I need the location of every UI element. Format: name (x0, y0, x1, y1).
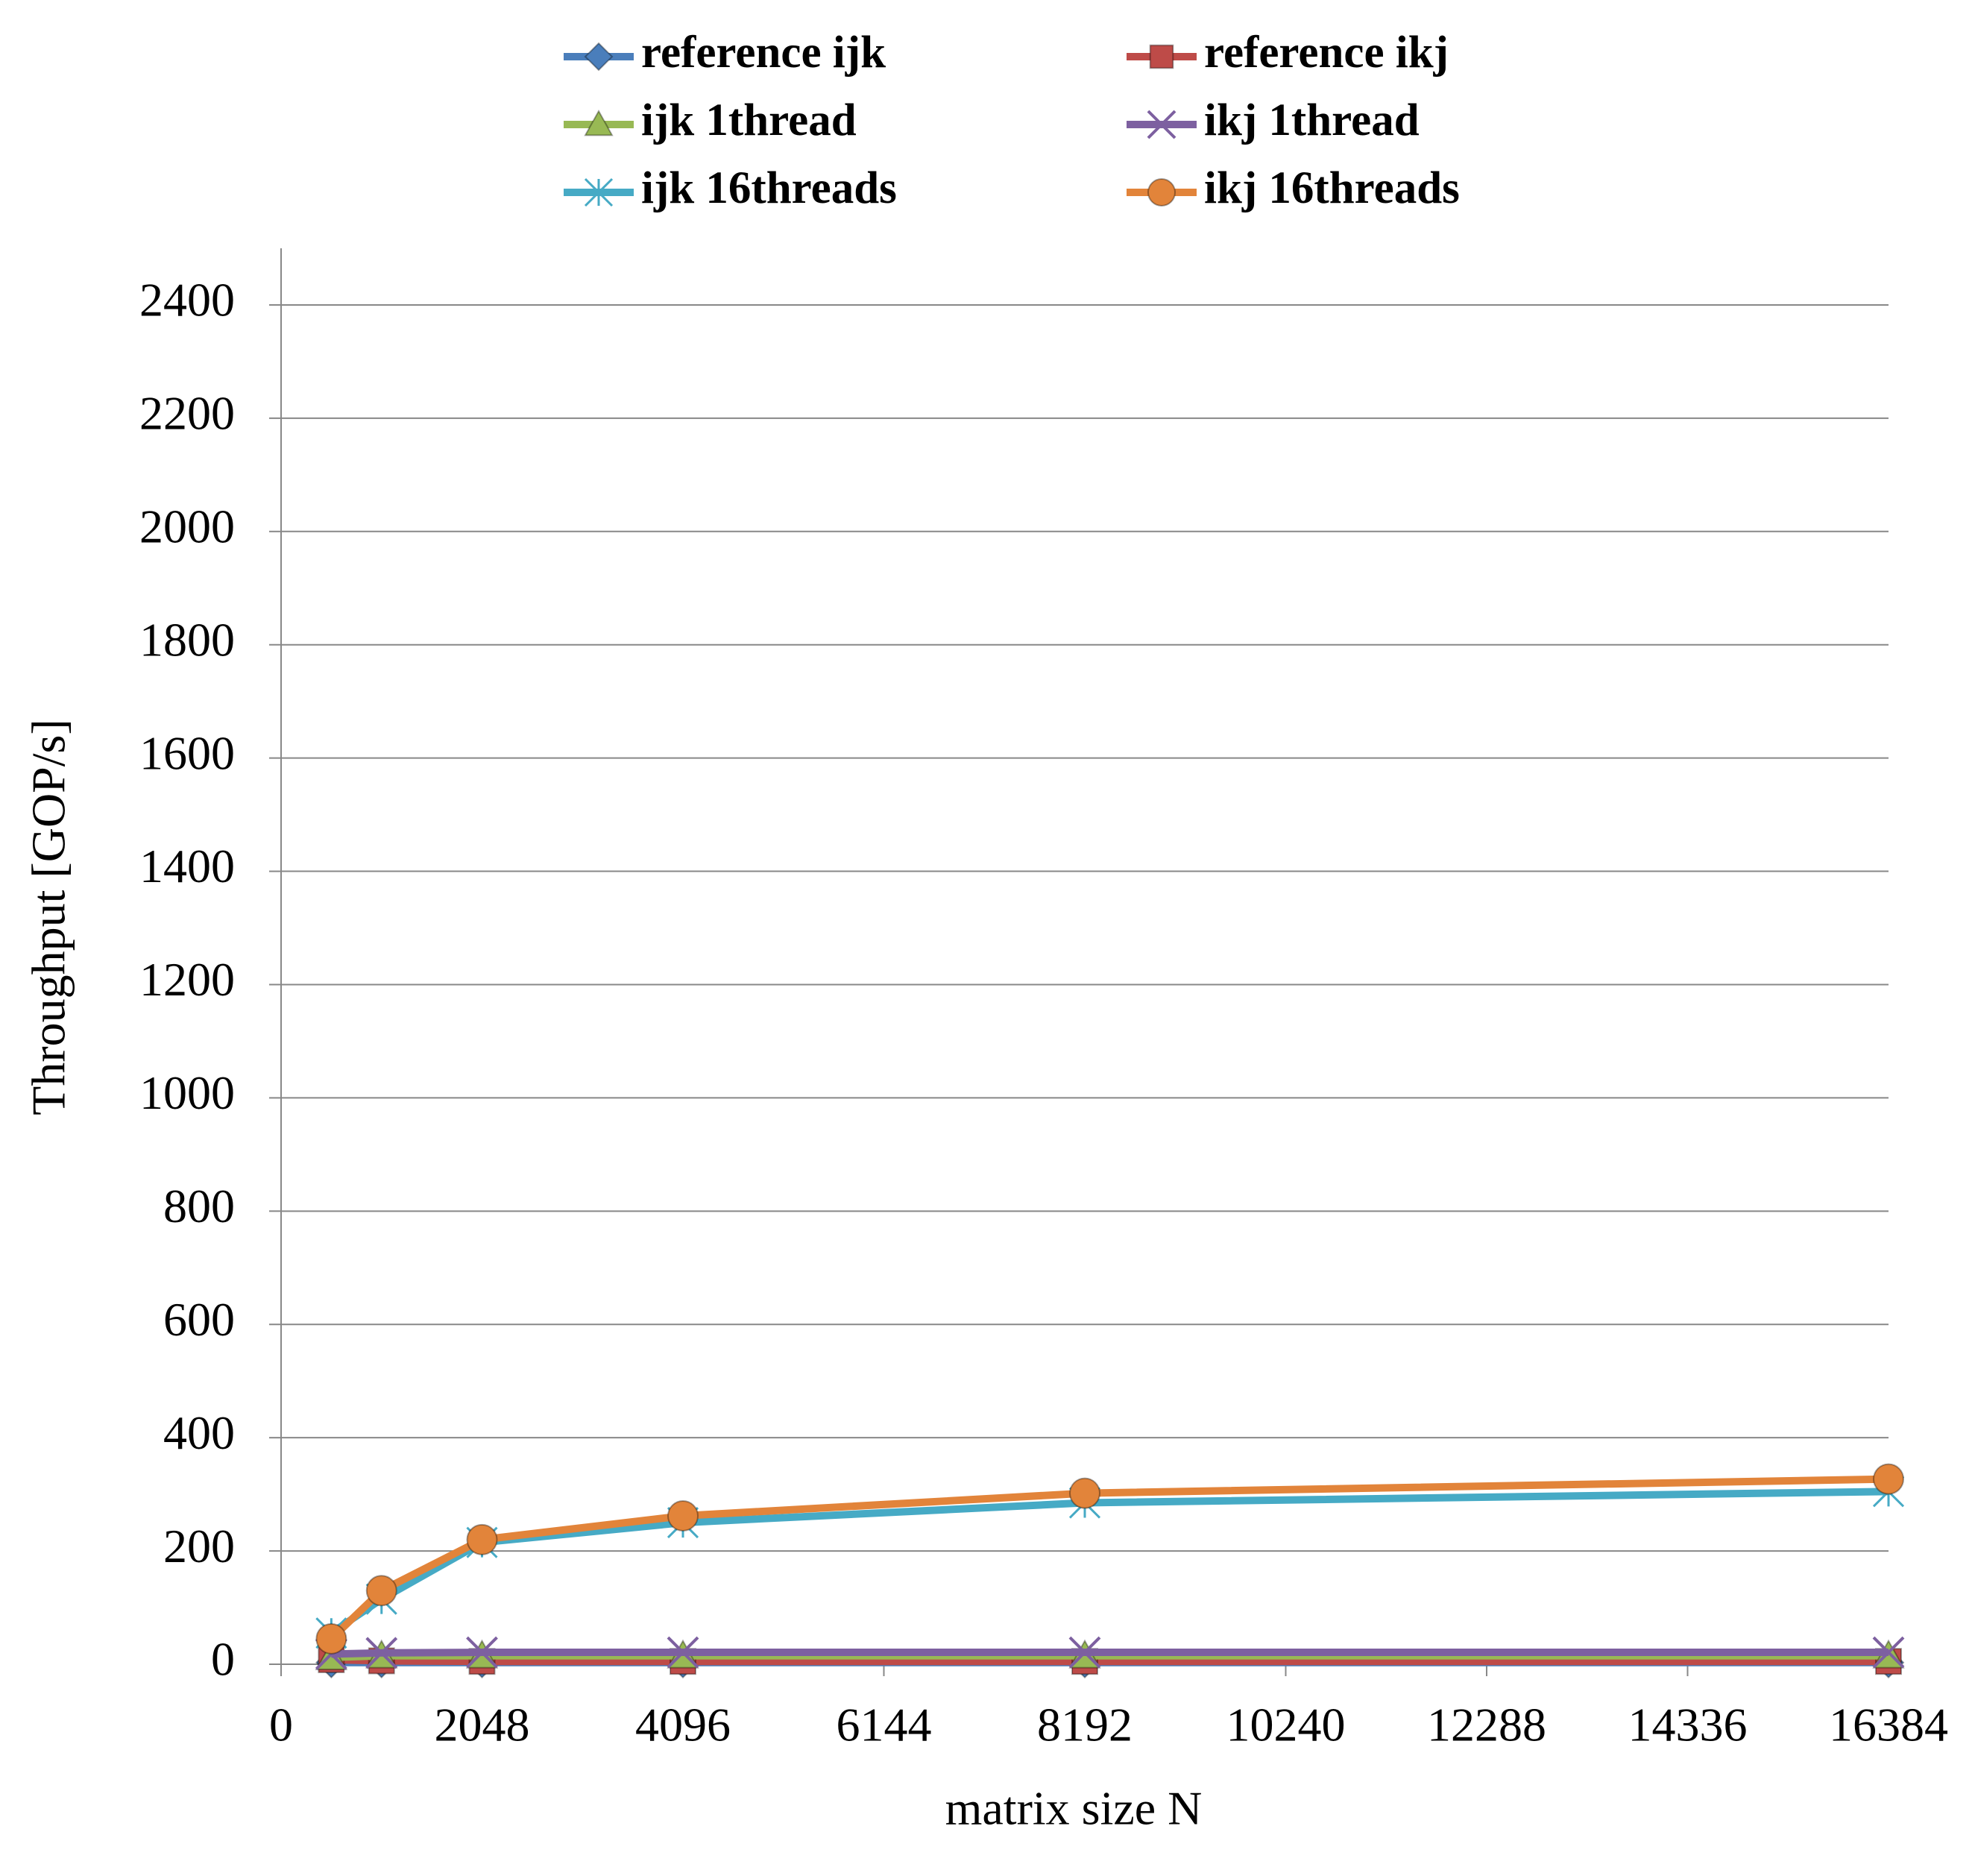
legend-marker (1149, 44, 1174, 69)
legend-marker (584, 177, 614, 207)
legend-label: reference ikj (1204, 28, 1449, 78)
y-tick-label: 1600 (139, 726, 235, 779)
x-tick-label: 6144 (837, 1699, 932, 1751)
y-tick-label: 2400 (139, 274, 235, 327)
legend-label: reference ijk (641, 28, 886, 78)
y-tick-label: 400 (163, 1406, 235, 1459)
data-point (466, 1636, 498, 1669)
y-axis-title: Throughput [GOP/s] (22, 719, 75, 1115)
legend-marker (1147, 110, 1177, 139)
legend-marker (1147, 178, 1176, 207)
data-point (466, 1523, 498, 1555)
series-line (331, 1655, 1889, 1666)
y-tick-label: 2000 (139, 500, 235, 553)
legend-marker (584, 42, 614, 72)
y-tick-label: 800 (163, 1180, 235, 1233)
x-tick-label: 14336 (1628, 1699, 1748, 1751)
series-line (331, 1649, 1889, 1658)
data-point (667, 1499, 699, 1532)
y-tick-label: 0 (211, 1633, 235, 1686)
x-tick-label: 12288 (1427, 1699, 1546, 1751)
x-tick-label: 10240 (1226, 1699, 1346, 1751)
legend-label: ikj 16threads (1204, 163, 1460, 213)
data-point (315, 1622, 347, 1655)
x-tick-label: 8192 (1037, 1699, 1133, 1751)
legend-label: ijk 16threads (641, 163, 897, 213)
data-point (1068, 1636, 1101, 1669)
x-tick-label: 4096 (635, 1699, 731, 1751)
y-tick-label: 600 (163, 1293, 235, 1346)
series-line (329, 1488, 1889, 1637)
y-tick-label: 1800 (139, 613, 235, 666)
data-point (1069, 1477, 1100, 1509)
legend-label: ijk 1thread (641, 95, 857, 145)
x-tick-label: 16384 (1829, 1699, 1948, 1751)
y-tick-label: 200 (163, 1520, 235, 1573)
data-point (1873, 1463, 1904, 1495)
data-point (1872, 1636, 1905, 1669)
x-tick-label: 0 (269, 1699, 293, 1751)
legend-marker (584, 109, 614, 136)
y-tick-label: 1400 (139, 840, 235, 893)
y-tick-label: 1200 (139, 953, 235, 1006)
data-point (667, 1636, 699, 1669)
y-tick-label: 2200 (139, 387, 235, 440)
legend-label: ikj 1thread (1204, 95, 1420, 145)
data-point (365, 1575, 397, 1607)
y-tick-label: 1000 (139, 1066, 235, 1119)
x-axis-title: matrix size N (945, 1782, 1203, 1835)
x-tick-label: 2048 (435, 1699, 530, 1751)
data-point (365, 1637, 398, 1669)
